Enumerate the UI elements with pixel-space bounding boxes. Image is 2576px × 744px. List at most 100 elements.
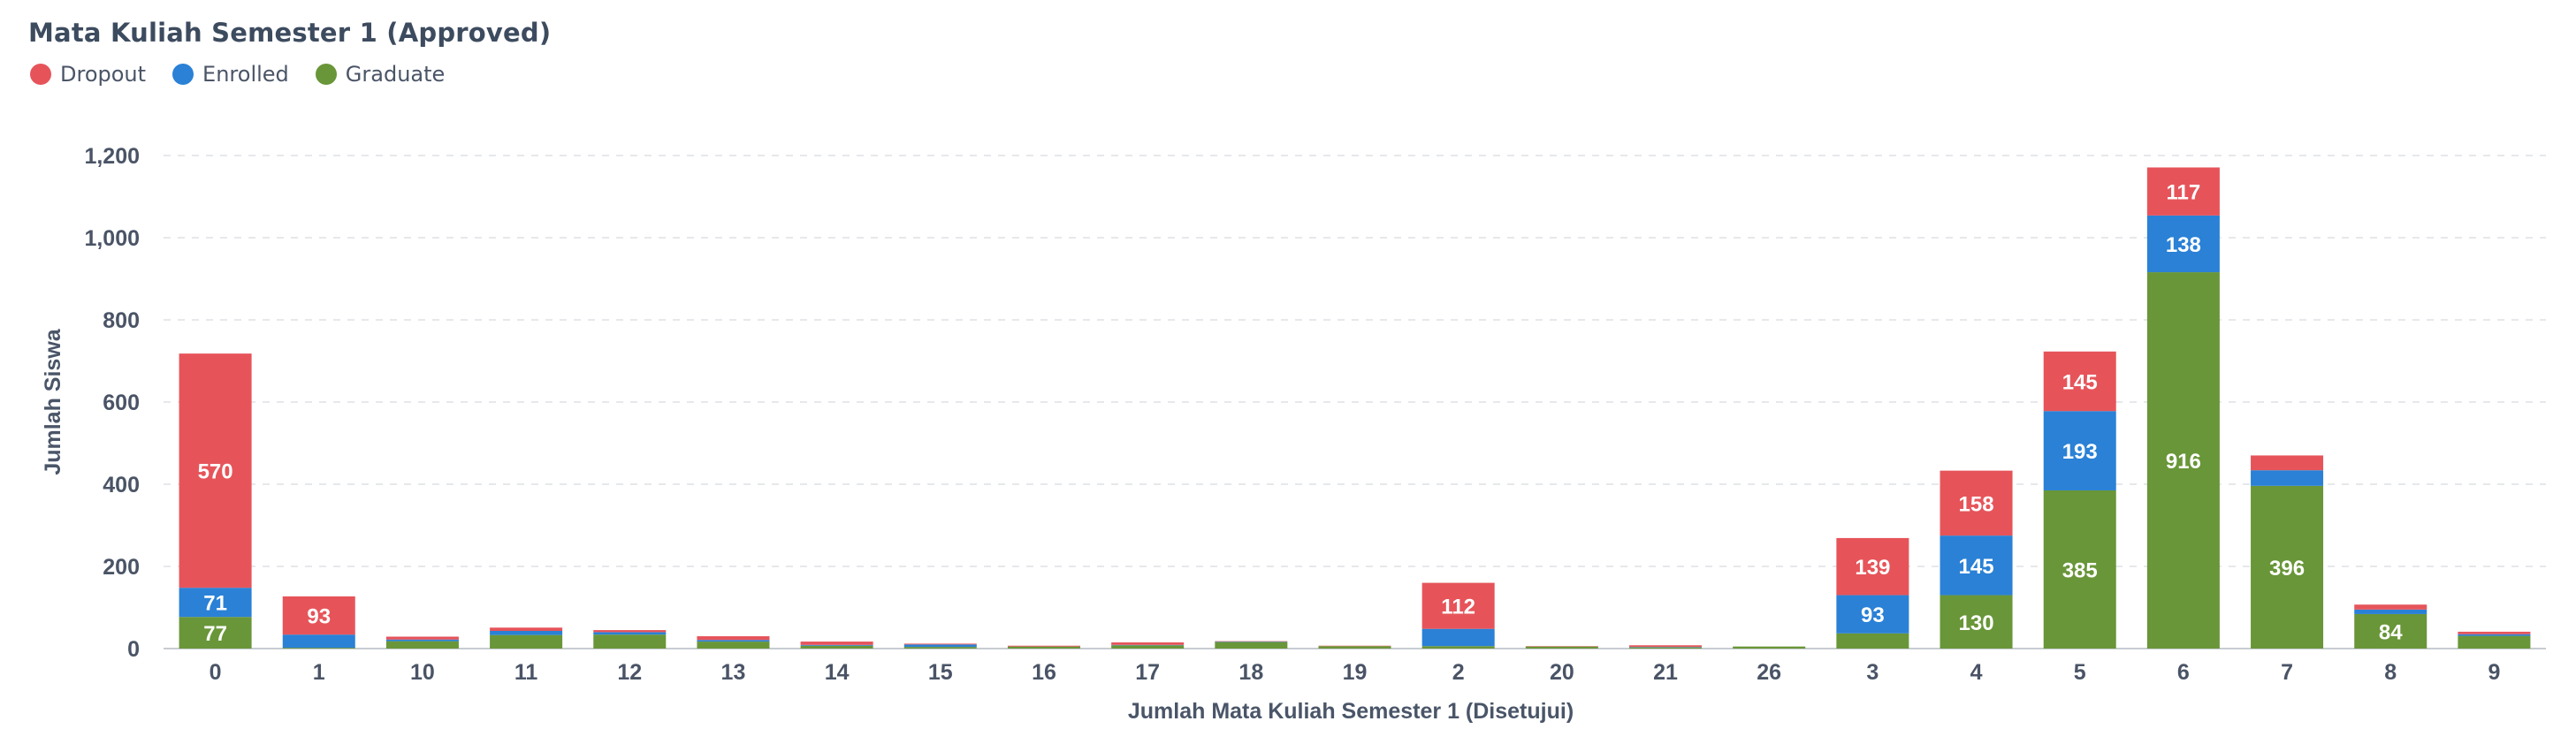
bar-segment-dropout (1940, 470, 2013, 536)
data-label-dropout: 570 (198, 460, 233, 484)
bar-segment-graduate (800, 645, 873, 649)
data-label-graduate: 385 (2062, 558, 2098, 582)
x-tick-label: 3 (1866, 660, 1879, 685)
bar-segment-dropout (2354, 604, 2427, 610)
bar-segment-dropout (385, 636, 459, 640)
data-label-graduate: 916 (2166, 450, 2201, 474)
bar-segment-dropout (1007, 645, 1080, 647)
x-tick-label: 9 (2488, 660, 2500, 685)
bar-segment-dropout (2458, 631, 2531, 634)
bar-segment-enrolled (2146, 215, 2220, 273)
x-tick-label: 0 (210, 660, 222, 685)
y-tick-label: 200 (103, 555, 140, 580)
x-tick-label: 2 (1452, 660, 1465, 685)
bar-segment-enrolled (593, 632, 667, 635)
bar-segment-enrolled (385, 639, 459, 642)
y-tick-label: 0 (127, 637, 140, 662)
bar-segment-enrolled (1940, 535, 2013, 596)
bar-segment-enrolled (2458, 634, 2531, 636)
data-label-enrolled: 138 (2166, 233, 2201, 257)
bars (179, 167, 2531, 649)
legend-item-graduate[interactable]: Graduate (315, 62, 446, 87)
x-tick-label: 19 (1343, 660, 1368, 685)
bar-segment-graduate (1007, 646, 1080, 649)
bar-segment-dropout (1111, 642, 1185, 645)
bar-segment-dropout (697, 636, 770, 641)
bar-segment-graduate (1421, 646, 1495, 649)
data-label-graduate: 130 (1959, 611, 1994, 635)
x-tick-label: 15 (928, 660, 953, 685)
x-tick-label: 8 (2384, 660, 2397, 685)
bar-segment-graduate (1215, 642, 1288, 649)
legend-label-dropout: Dropout (60, 62, 147, 87)
bar-segment-graduate (2458, 635, 2531, 649)
x-tick-label: 11 (514, 660, 538, 685)
data-label-graduate: 77 (203, 622, 227, 646)
bar-segment-enrolled (1421, 628, 1495, 647)
bar-segment-graduate (593, 634, 667, 649)
bar-segment-dropout (179, 353, 252, 588)
bar-segment-dropout (1629, 645, 1703, 648)
x-tick-label: 16 (1032, 660, 1056, 685)
bar-segment-enrolled (903, 644, 977, 648)
x-tick-label: 7 (2281, 660, 2293, 685)
legend-item-dropout[interactable]: Dropout (30, 62, 146, 87)
bar-segment-graduate (1836, 633, 1909, 649)
bar-segment-graduate (697, 642, 770, 649)
y-tick-label: 800 (103, 308, 140, 333)
bar-segment-graduate (1940, 595, 2013, 649)
legend-dot-enrolled (172, 64, 194, 85)
bar-segment-graduate (1318, 646, 1391, 649)
data-label-dropout: 145 (2062, 371, 2098, 395)
x-tick-label: 21 (1653, 660, 1678, 685)
bar-segment-graduate (2354, 613, 2427, 649)
bar-segment-graduate (2043, 490, 2116, 649)
bar-segment-graduate (1111, 645, 1185, 649)
legend: Dropout Enrolled Graduate (30, 62, 471, 87)
y-axis-ticks: 0 200 400 600 800 1,000 1,200 (84, 144, 140, 662)
bar-segment-enrolled (697, 640, 770, 642)
y-tick-label: 1,200 (84, 144, 140, 169)
bar-segment-graduate (490, 634, 563, 649)
bar-segment-dropout (282, 596, 355, 635)
y-tick-label: 600 (103, 391, 140, 415)
bar-segment-graduate (385, 641, 459, 649)
x-tick-label: 13 (721, 660, 746, 685)
bar-segment-dropout (2043, 351, 2116, 412)
bar-labels: 77 71 570 93 112 93 139 130 145 158 385 193 145 916 13… (198, 181, 2404, 646)
bar-segment-enrolled (179, 588, 252, 618)
bar-segment-graduate (1733, 646, 1806, 649)
bar-segment-enrolled (800, 644, 873, 646)
bar-segment-graduate (1629, 647, 1703, 649)
bar-segment-enrolled (1836, 595, 1909, 634)
bar-segment-enrolled (2354, 609, 2427, 614)
bar-segment-graduate (2251, 485, 2324, 649)
legend-dot-graduate (315, 64, 337, 85)
bar-segment-graduate (282, 648, 355, 649)
bar-segment-dropout (1421, 582, 1495, 629)
bar-segment-graduate (179, 617, 252, 649)
x-tick-label: 17 (1135, 660, 1160, 685)
bar-segment-graduate (903, 647, 977, 649)
bar-segment-dropout (903, 643, 977, 645)
x-tick-label: 26 (1757, 660, 1781, 685)
x-tick-label: 20 (1550, 660, 1574, 685)
x-axis-ticks: 0 1 10 11 12 13 14 15 16 17 18 19 2 20 21 26 3 4 5 6 7 8 9 (210, 660, 2501, 685)
bar-segment-dropout (2146, 167, 2220, 216)
data-label-dropout: 139 (1855, 556, 1890, 580)
legend-label-graduate: Graduate (345, 62, 446, 87)
x-tick-label: 18 (1238, 660, 1263, 685)
bar-segment-graduate (2146, 272, 2220, 649)
bar-segment-dropout (490, 627, 563, 631)
bar-segment-enrolled (2043, 411, 2116, 490)
y-tick-label: 1,000 (84, 226, 140, 251)
data-label-enrolled: 93 (1861, 604, 1885, 627)
x-tick-label: 5 (2074, 660, 2086, 685)
data-label-enrolled: 145 (1959, 555, 1994, 579)
data-label-enrolled: 71 (203, 592, 227, 616)
legend-item-enrolled[interactable]: Enrolled (172, 62, 289, 87)
bar-segment-dropout (593, 630, 667, 633)
bar-segment-graduate (1525, 646, 1598, 649)
y-axis-title: Jumlah Siswa (41, 328, 65, 474)
